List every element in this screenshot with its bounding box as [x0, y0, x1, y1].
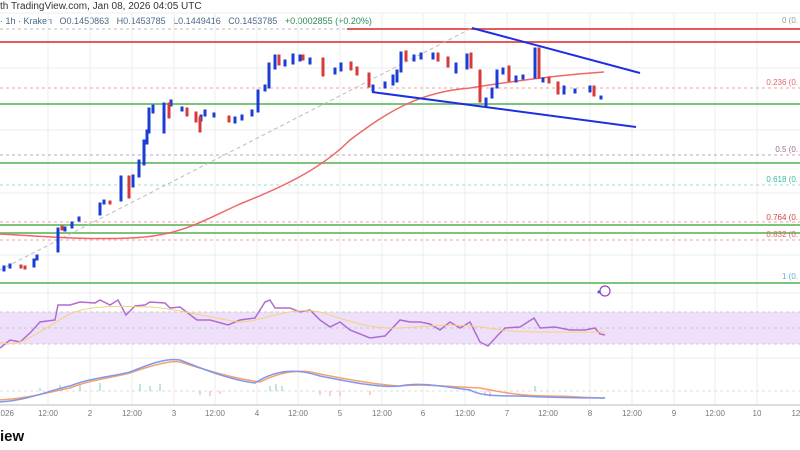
support-lines	[0, 103, 800, 284]
macd-line	[0, 358, 606, 403]
alert-icon	[599, 285, 611, 297]
rsi-line	[0, 298, 606, 349]
fib-label-0-832: 0.832 (0.	[766, 230, 798, 239]
sma-100-line	[0, 71, 605, 240]
brand-logo-text: iew	[0, 428, 25, 445]
x-tick: 12:00	[454, 409, 476, 418]
x-tick: 12:00	[537, 409, 559, 418]
fib-label-0-236: 0.236 (0.	[766, 78, 798, 87]
symbol-info: · 1h · Kraken	[0, 16, 53, 26]
x-tick: 9	[671, 409, 677, 418]
channel-lower-line	[371, 91, 637, 128]
chart-attribution: th TradingView.com, Jan 08, 2026 04:05 U…	[0, 1, 202, 12]
x-tick: 12:00	[371, 409, 393, 418]
x-tick: 4	[254, 409, 260, 418]
x-tick: 10	[752, 409, 762, 418]
x-tick: 12:00	[37, 409, 59, 418]
fib-label-0-618: 0.618 (0.	[766, 175, 798, 184]
fib-label-1: 1 (0.	[781, 272, 798, 281]
x-tick: 2	[87, 409, 93, 418]
candlesticks	[2, 47, 603, 272]
change-value: +0.0002855 (+0.20%)	[284, 16, 372, 26]
fib-label-0-764: 0.764 (0.	[766, 213, 798, 222]
channel-upper-line	[471, 27, 641, 74]
macd-histogram-negative	[199, 391, 491, 397]
x-tick: 7	[504, 409, 510, 418]
x-tick: 5	[337, 409, 343, 418]
ohlc-legend: · 1h · Kraken O0.1450863 H0.1453785 L0.1…	[0, 16, 372, 26]
x-tick: 6	[420, 409, 426, 418]
x-tick: 12:	[791, 409, 800, 418]
x-tick: 12:00	[121, 409, 143, 418]
low-value: L0.1449416	[173, 16, 221, 26]
open-value: O0.1450863	[59, 16, 110, 26]
x-tick: 12:00	[287, 409, 309, 418]
x-tick: 3	[171, 409, 177, 418]
x-tick: 12:00	[204, 409, 226, 418]
fib-trend-line	[0, 27, 473, 271]
x-tick: 12:00	[621, 409, 643, 418]
x-tick: 12:00	[704, 409, 726, 418]
high-value: H0.1453785	[116, 16, 166, 26]
rsi-signal-line	[0, 305, 606, 345]
fib-label-0: 0 (0.	[781, 16, 798, 25]
x-tick: 2026	[0, 409, 14, 418]
alert-dot-icon	[597, 290, 601, 294]
macd-signal-line	[0, 360, 606, 401]
x-tick: 8	[587, 409, 593, 418]
close-value: C0.1453785	[228, 16, 278, 26]
fib-label-0-5: 0.5 (0.	[775, 145, 798, 154]
